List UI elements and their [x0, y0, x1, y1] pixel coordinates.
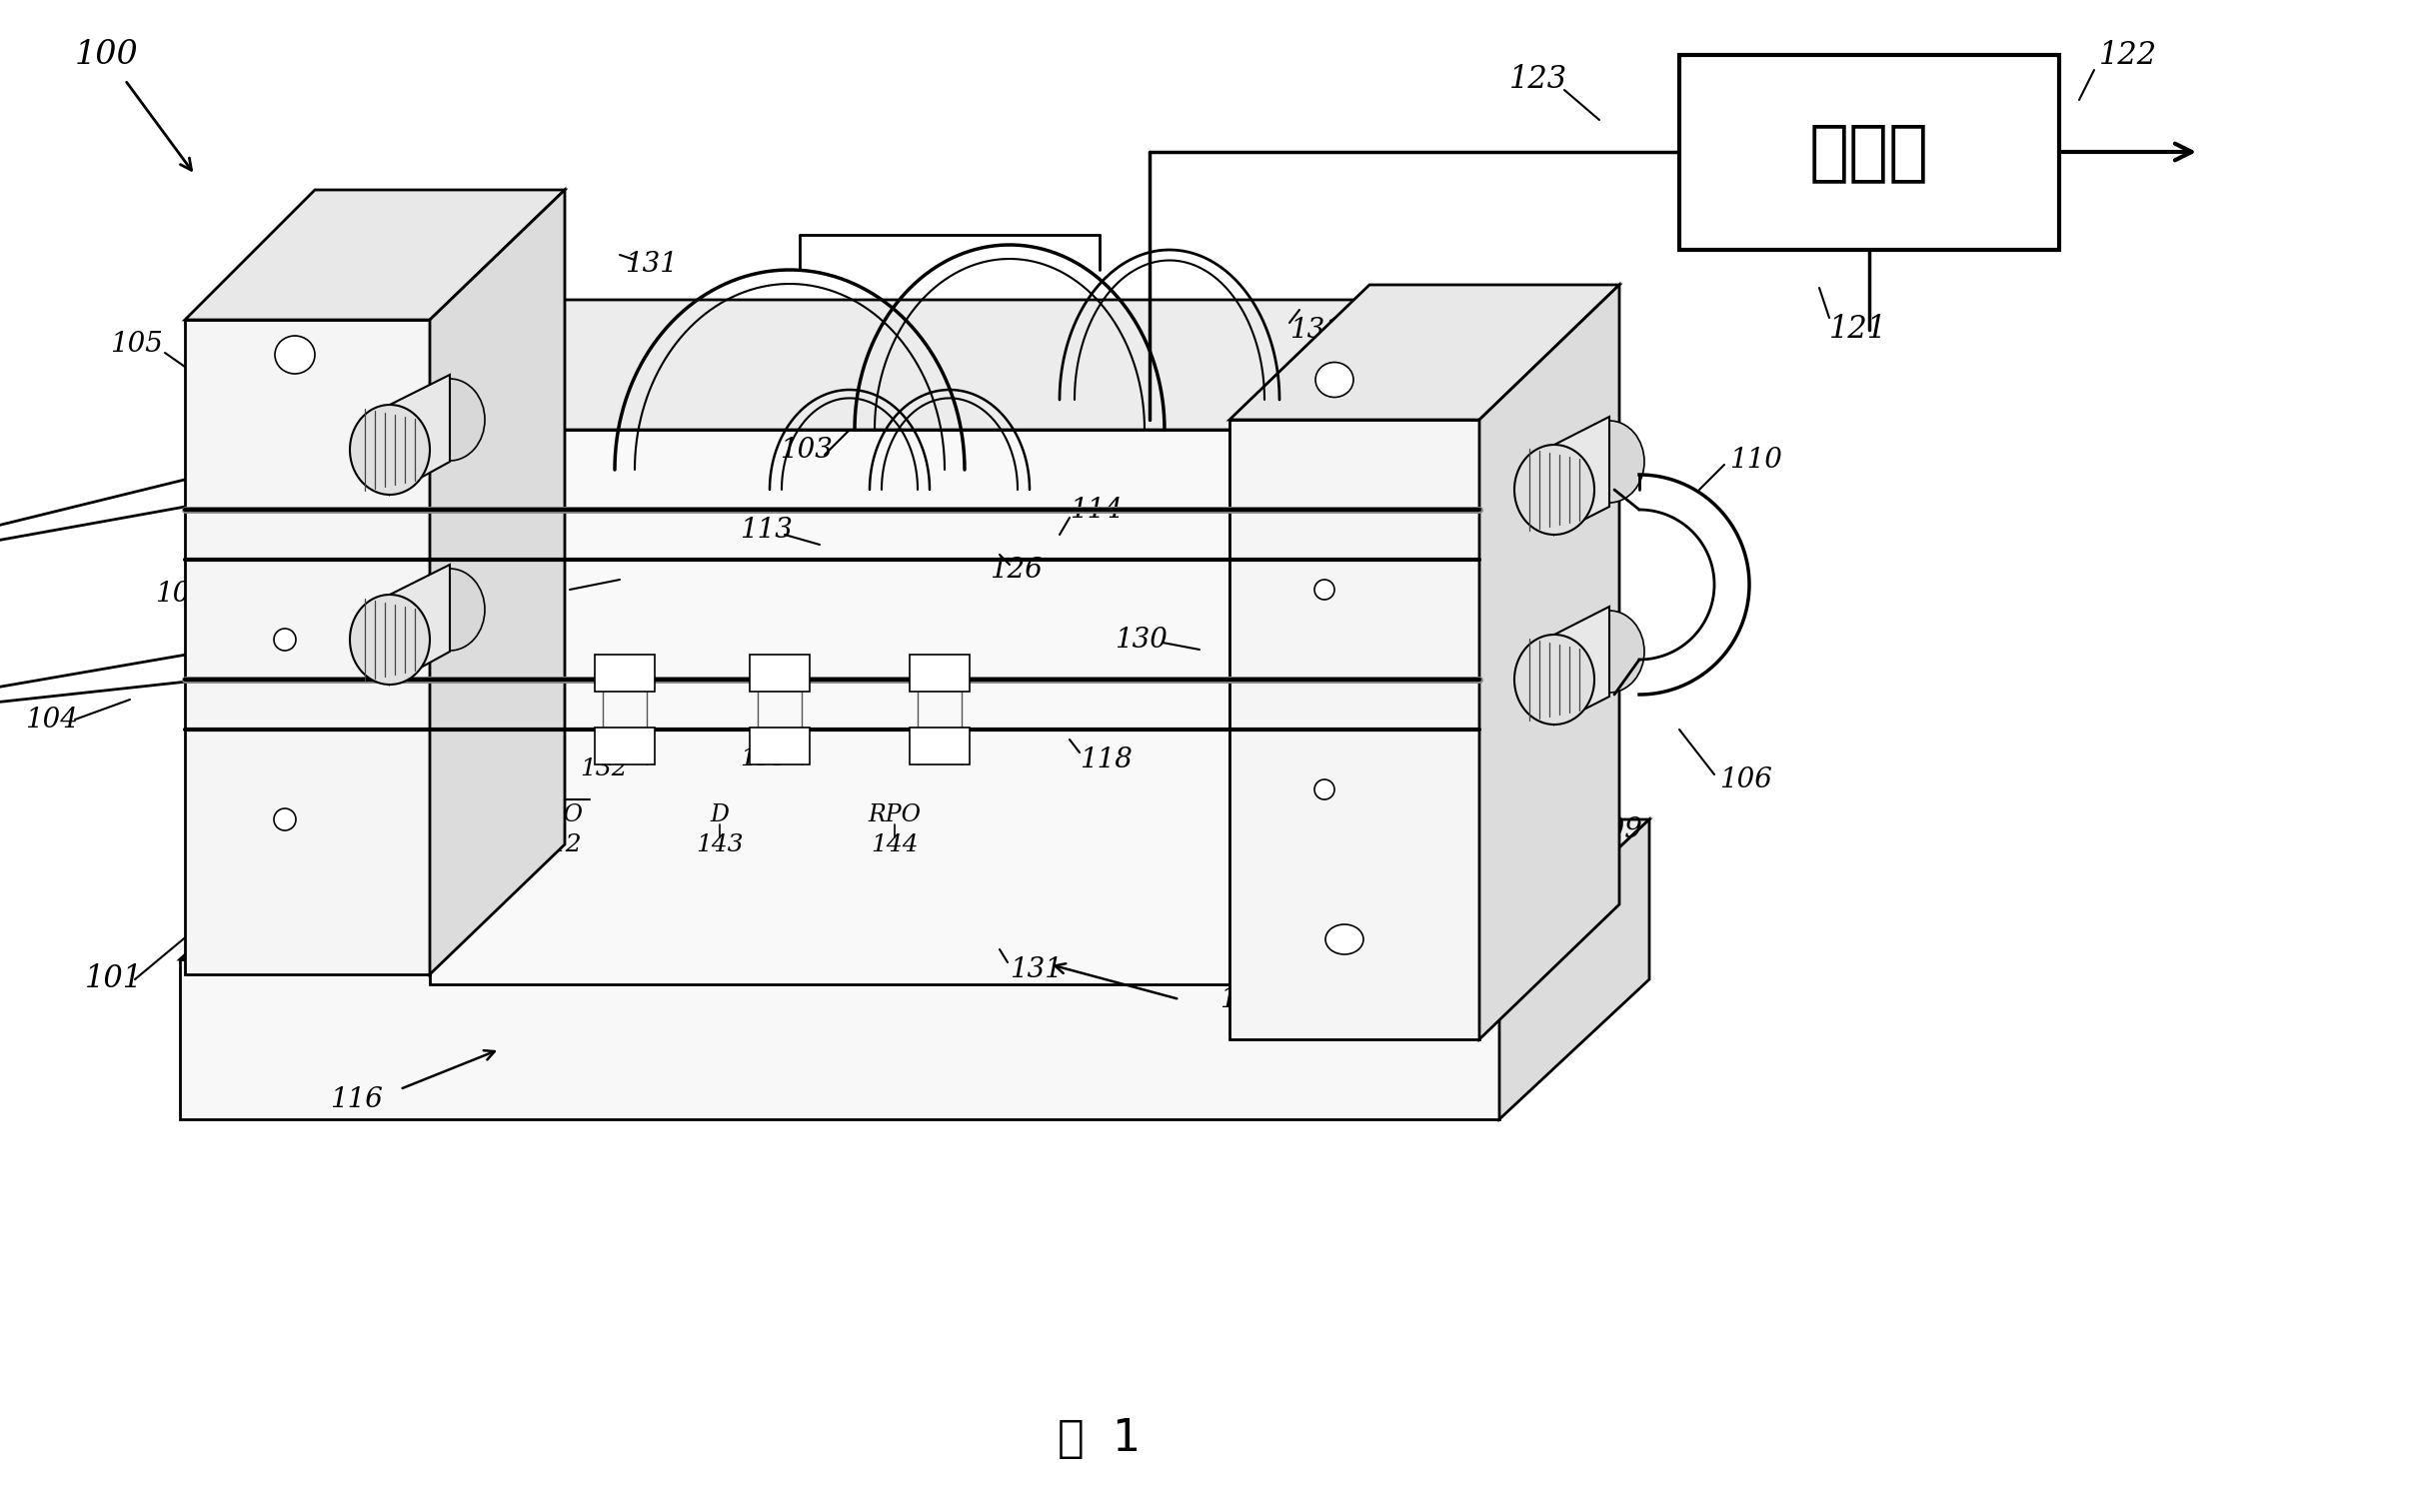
Text: 132: 132	[581, 758, 627, 782]
Polygon shape	[185, 191, 564, 321]
Text: 103: 103	[780, 435, 833, 463]
Ellipse shape	[1315, 363, 1354, 398]
Ellipse shape	[1315, 579, 1334, 600]
Text: 110: 110	[1730, 446, 1781, 473]
Text: 126: 126	[989, 556, 1042, 584]
Ellipse shape	[275, 809, 296, 830]
Text: RPO: RPO	[868, 803, 921, 826]
Text: 108: 108	[156, 581, 209, 608]
Text: 122: 122	[2100, 39, 2158, 71]
Text: 116: 116	[330, 1086, 382, 1113]
Polygon shape	[1679, 54, 2058, 249]
Text: 142: 142	[535, 833, 581, 856]
Ellipse shape	[275, 336, 316, 373]
Text: 134: 134	[909, 742, 957, 767]
Polygon shape	[1499, 820, 1650, 1119]
Text: 109: 109	[1589, 816, 1643, 844]
Polygon shape	[595, 727, 654, 765]
Ellipse shape	[1514, 445, 1594, 535]
Text: 107: 107	[299, 277, 352, 304]
Text: 106: 106	[1720, 767, 1771, 792]
Polygon shape	[389, 375, 450, 494]
Ellipse shape	[1575, 420, 1645, 502]
Text: 133: 133	[739, 748, 787, 771]
Polygon shape	[185, 321, 430, 974]
Ellipse shape	[275, 629, 296, 650]
Text: 118: 118	[1079, 745, 1132, 773]
Polygon shape	[389, 564, 450, 685]
Text: 117: 117	[330, 686, 382, 714]
Polygon shape	[595, 655, 654, 691]
Text: 101: 101	[85, 963, 143, 995]
Polygon shape	[1230, 420, 1480, 1039]
Text: 120: 120	[1220, 986, 1273, 1013]
Polygon shape	[430, 429, 1230, 984]
Text: 113: 113	[739, 516, 792, 543]
Text: LPO: LPO	[532, 803, 583, 826]
Text: 102: 102	[469, 856, 522, 883]
Polygon shape	[909, 727, 970, 765]
Ellipse shape	[416, 378, 486, 461]
Text: 123: 123	[1509, 65, 1567, 95]
Text: 124: 124	[270, 500, 323, 528]
Text: 图  1: 图 1	[1057, 1418, 1142, 1461]
Text: 143: 143	[695, 833, 744, 856]
Text: 131: 131	[1008, 956, 1062, 983]
Ellipse shape	[1575, 611, 1645, 692]
Text: 131: 131	[194, 826, 248, 853]
Text: 130: 130	[1115, 626, 1166, 653]
Polygon shape	[1555, 417, 1609, 535]
Polygon shape	[180, 820, 1650, 960]
Polygon shape	[751, 727, 809, 765]
Polygon shape	[909, 655, 970, 691]
Polygon shape	[180, 960, 1499, 1119]
Text: 100: 100	[75, 39, 139, 71]
Polygon shape	[751, 655, 809, 691]
Polygon shape	[430, 299, 1371, 429]
Text: 131: 131	[1290, 316, 1341, 343]
Text: 119: 119	[435, 696, 488, 723]
Text: 111: 111	[401, 216, 452, 243]
Ellipse shape	[350, 405, 430, 494]
Polygon shape	[1480, 284, 1618, 1039]
Ellipse shape	[416, 569, 486, 650]
Text: 104: 104	[24, 706, 78, 733]
Text: 114: 114	[1069, 496, 1123, 523]
Polygon shape	[1555, 606, 1609, 724]
Polygon shape	[1230, 284, 1618, 420]
Ellipse shape	[1315, 780, 1334, 800]
Text: 130: 130	[379, 581, 433, 608]
Ellipse shape	[1324, 924, 1363, 954]
Ellipse shape	[1514, 635, 1594, 724]
Text: D: D	[710, 803, 729, 826]
Text: 121: 121	[1830, 314, 1888, 345]
Text: 112: 112	[515, 576, 569, 603]
Ellipse shape	[350, 594, 430, 685]
Text: 144: 144	[870, 833, 919, 856]
Text: 电子仪: 电子仪	[1810, 119, 1929, 186]
Polygon shape	[430, 191, 564, 974]
Text: 111: 111	[1480, 836, 1533, 863]
Text: 115: 115	[491, 786, 542, 813]
Text: 131: 131	[625, 251, 678, 278]
Text: 105: 105	[109, 331, 163, 358]
